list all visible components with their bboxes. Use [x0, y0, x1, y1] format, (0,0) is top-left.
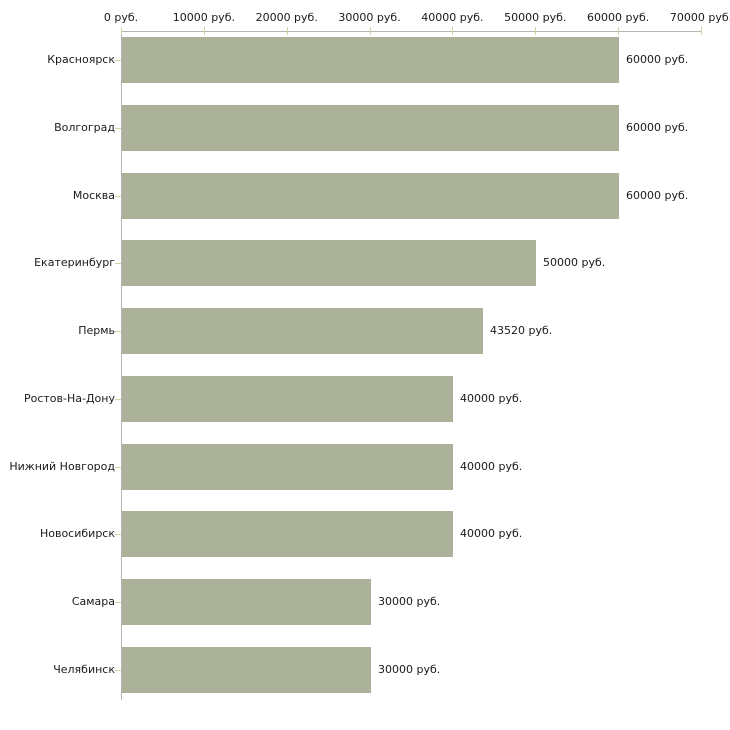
value-label: 60000 руб.	[626, 189, 689, 202]
category-label: Нижний Новгород	[9, 460, 115, 473]
x-tick-mark	[452, 27, 454, 35]
bar	[122, 37, 619, 83]
x-tick-mark	[121, 27, 122, 35]
bar	[122, 647, 371, 693]
x-tick-label: 60000 руб.	[587, 11, 650, 24]
y-tick-mark	[115, 467, 121, 468]
y-tick-mark	[115, 534, 121, 535]
category-label: Челябинск	[53, 663, 115, 676]
bar	[122, 308, 483, 354]
bar	[122, 511, 453, 557]
y-tick-mark	[115, 670, 121, 671]
value-label: 30000 руб.	[378, 595, 441, 608]
bar	[122, 173, 619, 219]
x-tick-mark	[701, 27, 702, 35]
x-tick-label: 20000 руб.	[255, 11, 318, 24]
x-tick-label: 10000 руб.	[172, 11, 235, 24]
y-tick-mark	[115, 331, 121, 332]
x-tick-label: 30000 руб.	[338, 11, 401, 24]
bar	[122, 105, 619, 151]
value-label: 60000 руб.	[626, 121, 689, 134]
category-label: Волгоград	[54, 121, 115, 134]
y-tick-mark	[115, 399, 121, 400]
x-tick-label: 50000 руб.	[504, 11, 567, 24]
category-label: Самара	[71, 595, 115, 608]
y-tick-mark	[115, 602, 121, 603]
value-label: 30000 руб.	[378, 663, 441, 676]
x-tick-mark	[618, 27, 620, 35]
category-label: Ростов-На-Дону	[23, 392, 115, 405]
value-label: 40000 руб.	[460, 392, 523, 405]
x-tick-mark	[369, 27, 371, 35]
y-tick-mark	[115, 60, 121, 61]
category-label: Москва	[72, 189, 115, 202]
x-axis-line	[121, 31, 702, 32]
y-tick-mark	[115, 196, 121, 197]
value-label: 40000 руб.	[460, 460, 523, 473]
bar	[122, 376, 453, 422]
bar	[122, 240, 536, 286]
value-label: 60000 руб.	[626, 53, 689, 66]
value-label: 40000 руб.	[460, 527, 523, 540]
y-tick-mark	[115, 128, 121, 129]
y-tick-mark	[115, 263, 121, 264]
x-tick-label: 0 руб.	[103, 11, 139, 24]
bar	[122, 579, 371, 625]
y-axis-line	[121, 27, 122, 700]
category-label: Екатеринбург	[34, 256, 115, 269]
category-label: Красноярск	[47, 53, 115, 66]
x-tick-mark	[286, 27, 288, 35]
x-tick-mark	[535, 27, 537, 35]
category-label: Пермь	[78, 324, 115, 337]
value-label: 50000 руб.	[543, 256, 606, 269]
x-tick-mark	[203, 27, 205, 35]
value-label: 43520 руб.	[490, 324, 553, 337]
category-label: Новосибирск	[39, 527, 115, 540]
x-tick-label: 70000 руб.	[669, 11, 730, 24]
bar	[122, 444, 453, 490]
x-tick-label: 40000 руб.	[421, 11, 484, 24]
